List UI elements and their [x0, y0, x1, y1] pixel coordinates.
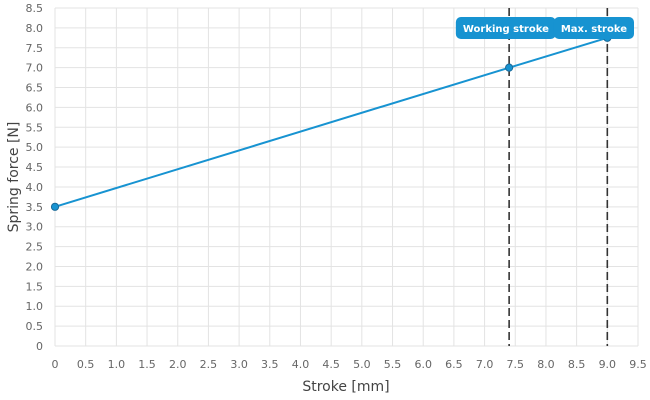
- x-tick-label: 1.0: [108, 358, 126, 371]
- y-axis-ticks: 0 0.5 1.0 1.5 2.0 2.5 3.0 3.5 4.0 4.5 5.0 5.5 6.0 6.5…: [26, 2, 44, 353]
- stroke-marker-lines: [508, 8, 609, 346]
- x-tick-label: 7.0: [476, 358, 494, 371]
- x-tick-label: 7.5: [507, 358, 525, 371]
- x-tick-label: 2.0: [169, 358, 187, 371]
- stroke-callout: Max. stroke: [553, 17, 634, 39]
- data-point[interactable]: [505, 63, 514, 72]
- y-tick-label: 4.0: [26, 181, 44, 194]
- data-point[interactable]: [50, 202, 60, 211]
- x-axis-title: Stroke [mm]: [302, 379, 389, 395]
- callout-label: Max. stroke: [561, 24, 627, 35]
- x-tick-label: 3.5: [261, 358, 279, 371]
- y-tick-label: 8.5: [26, 2, 44, 15]
- grid: [54, 7, 639, 347]
- x-tick-label: 6.5: [445, 358, 463, 371]
- callout-box: [455, 17, 556, 39]
- x-tick-label: 4.5: [322, 358, 340, 371]
- y-tick-label: 3.5: [26, 201, 44, 214]
- y-tick-label: 2.5: [26, 241, 44, 254]
- x-tick-label: 1.5: [138, 358, 156, 371]
- y-tick-label: 2.0: [26, 260, 44, 273]
- x-tick-label: 8.5: [568, 358, 586, 371]
- callout-label: Working stroke: [463, 24, 549, 35]
- x-tick-label: 0.5: [77, 358, 95, 371]
- y-tick-label: 7.0: [26, 62, 44, 75]
- y-tick-label: 7.5: [26, 42, 44, 55]
- y-tick-label: 6.5: [26, 82, 44, 95]
- stroke-callout: Working stroke: [455, 17, 556, 39]
- y-tick-label: 5.5: [26, 121, 44, 134]
- x-tick-label: 5.5: [384, 358, 402, 371]
- y-tick-label: 3.0: [26, 221, 44, 234]
- y-tick-label: 1.0: [26, 300, 44, 313]
- stroke-callouts: Working stroke Max. stroke: [455, 17, 634, 39]
- x-tick-label: 2.5: [200, 358, 218, 371]
- callout-box: [553, 17, 634, 39]
- y-tick-label: 6.0: [26, 101, 44, 114]
- y-tick-label: 4.5: [26, 161, 44, 174]
- y-axis-title: Spring force [N]: [6, 122, 22, 233]
- y-tick-label: 0: [36, 340, 43, 353]
- x-tick-label: 0: [52, 358, 59, 371]
- y-tick-label: 1.5: [26, 280, 44, 293]
- y-tick-label: 5.0: [26, 141, 44, 154]
- x-tick-label: 9.5: [629, 358, 647, 371]
- x-tick-label: 5.0: [353, 358, 371, 371]
- x-tick-label: 8.0: [537, 358, 555, 371]
- y-tick-label: 8.0: [26, 22, 44, 35]
- y-tick-label: 0.5: [26, 320, 44, 333]
- x-axis-ticks: 0 0.5 1.0 1.5 2.0 2.5 3.0 3.5 4.0 4.5 5.0 5.5 6.0 6.5…: [52, 358, 647, 371]
- x-tick-label: 3.0: [230, 358, 248, 371]
- x-tick-label: 9.0: [599, 358, 617, 371]
- x-tick-label: 6.0: [414, 358, 432, 371]
- x-tick-label: 4.0: [292, 358, 310, 371]
